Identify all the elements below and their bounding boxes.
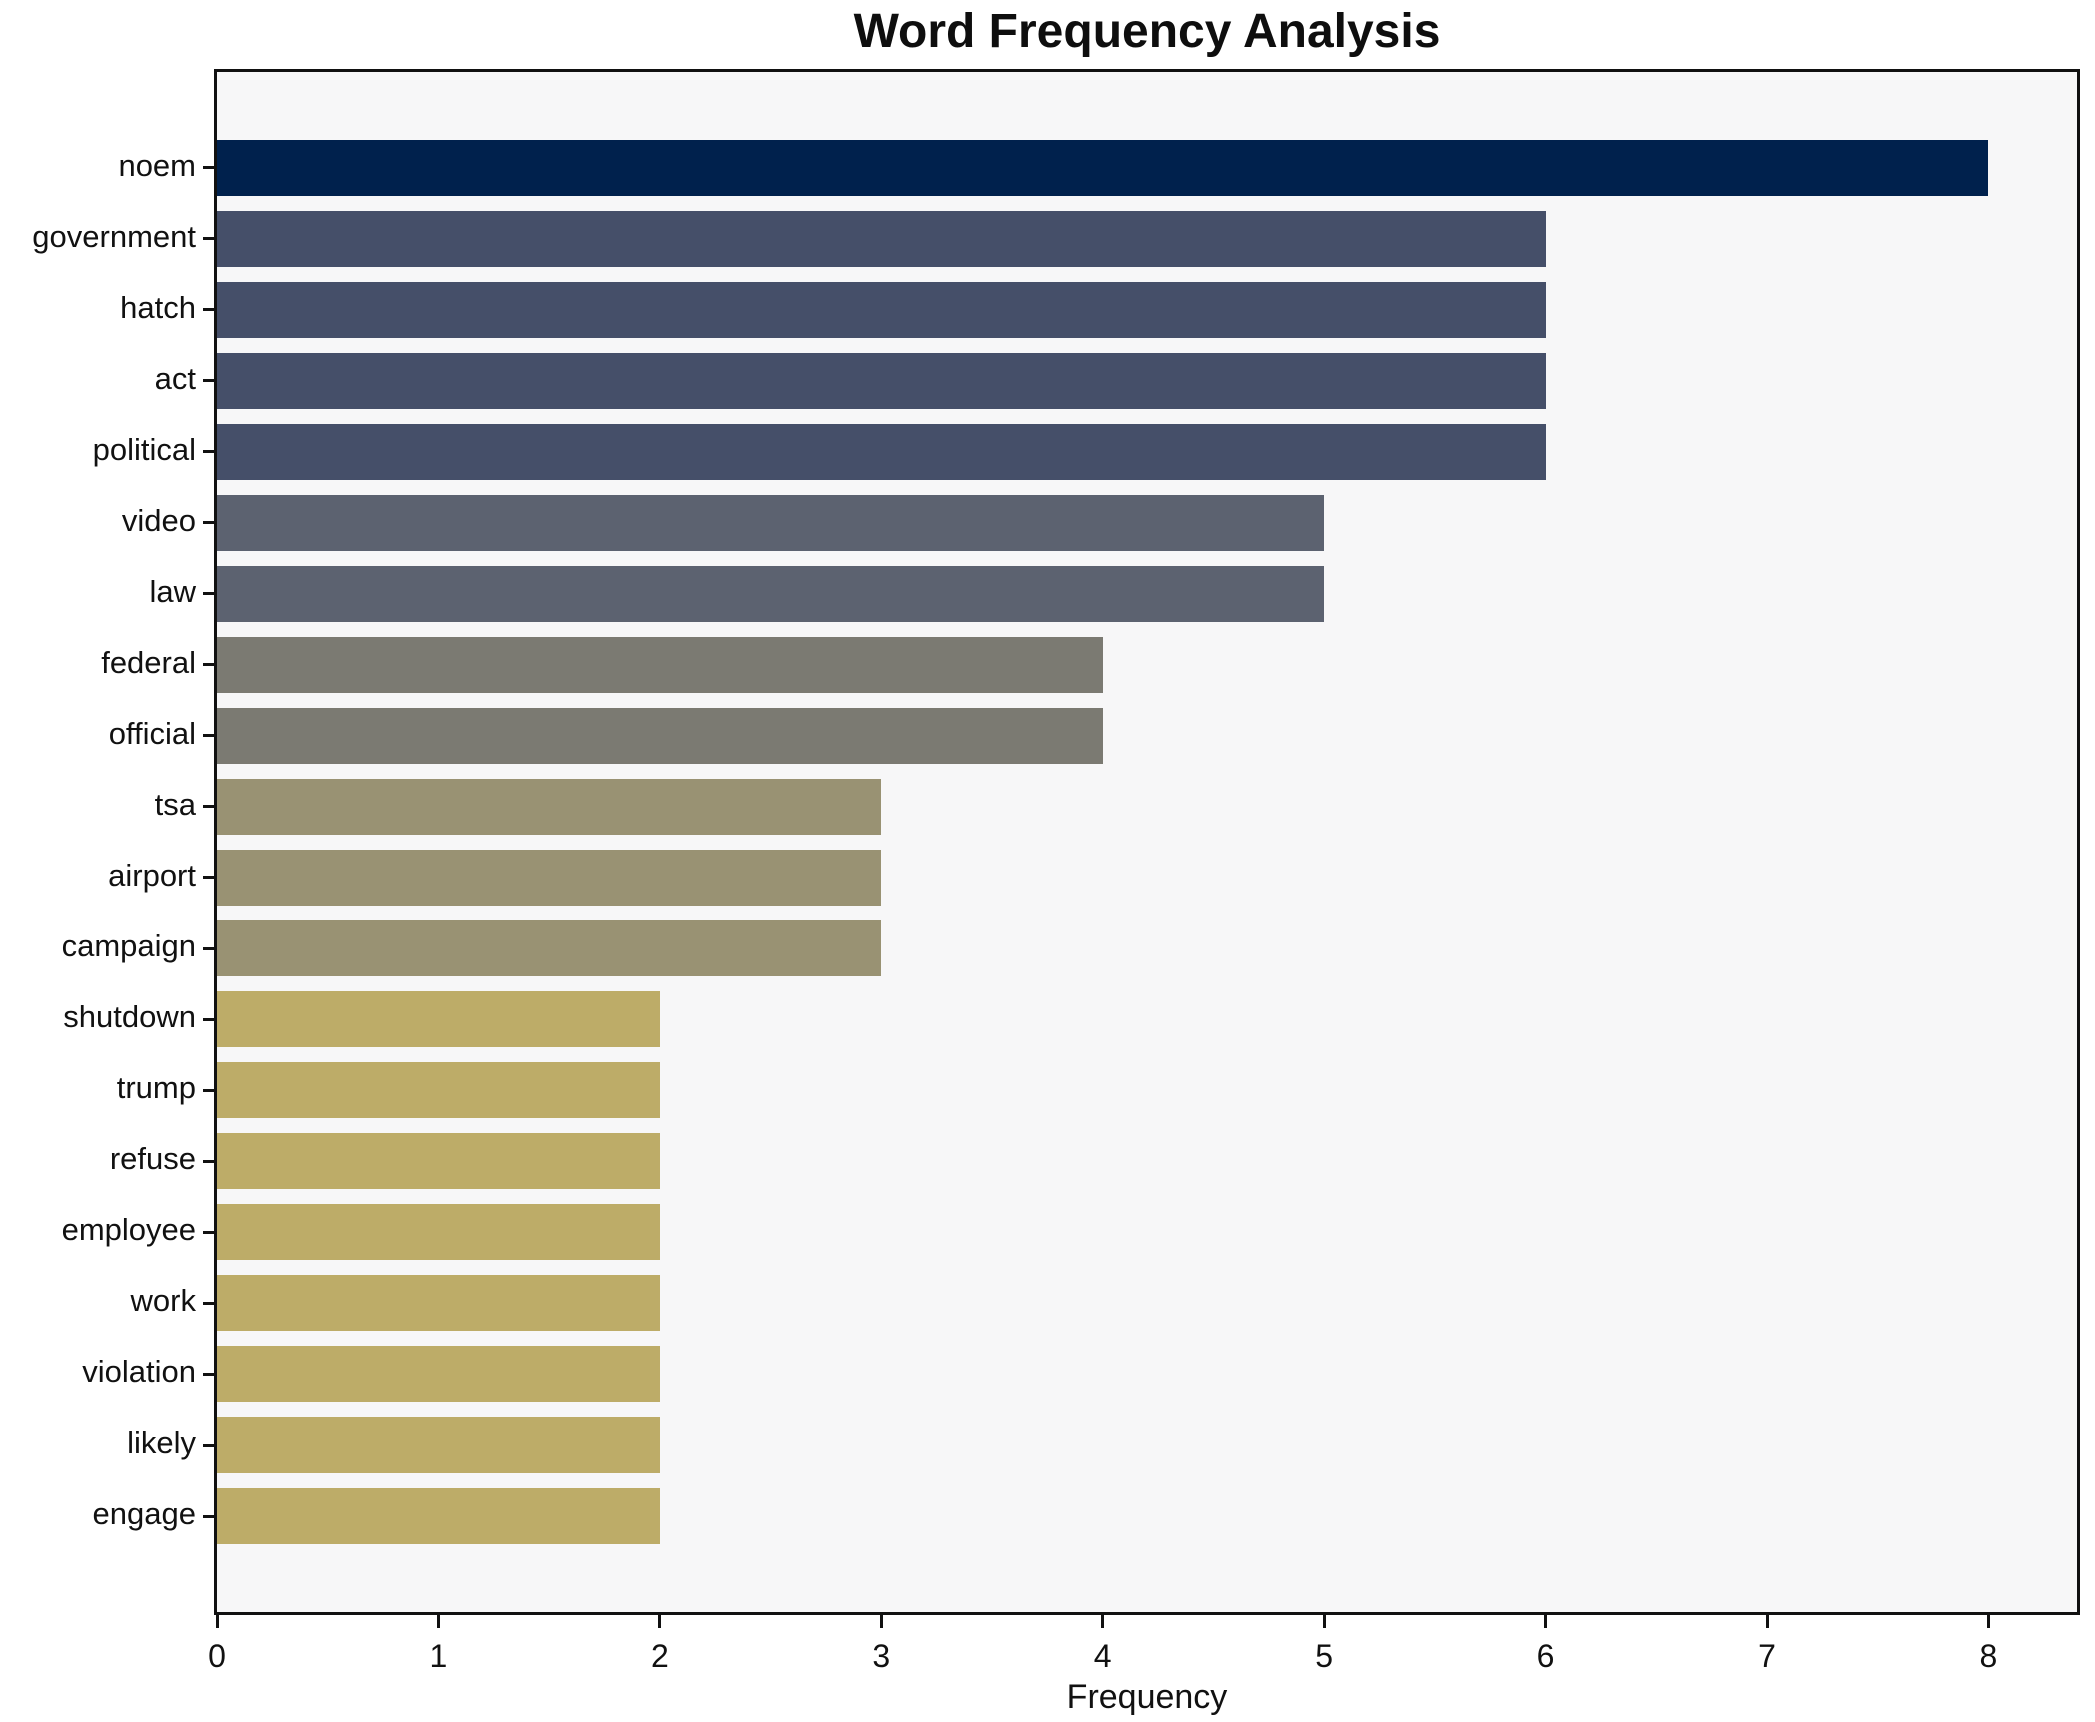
y-tick-label-act: act — [154, 360, 196, 396]
y-tick-mark — [203, 1017, 217, 1021]
y-tick-mark — [203, 308, 217, 312]
bar-law — [217, 565, 1325, 622]
bar-trump — [217, 1062, 660, 1119]
x-tick-label-5: 5 — [1315, 1638, 1334, 1674]
x-tick-label-2: 2 — [650, 1638, 669, 1674]
y-tick-mark — [203, 1088, 217, 1092]
y-tick-label-political: political — [92, 431, 196, 467]
y-tick-label-video: video — [121, 502, 196, 538]
y-tick-mark — [203, 734, 217, 738]
x-tick-mark — [436, 1615, 440, 1628]
y-tick-label-federal: federal — [101, 644, 196, 680]
y-tick-mark — [203, 379, 217, 383]
bar-work — [217, 1275, 660, 1332]
y-tick-label-hatch: hatch — [120, 289, 196, 325]
y-tick-mark — [203, 1301, 217, 1305]
y-tick-label-work: work — [130, 1283, 196, 1319]
y-tick-label-refuse: refuse — [109, 1141, 196, 1177]
x-tick-label-8: 8 — [1979, 1638, 1998, 1674]
x-tick-mark — [1765, 1615, 1769, 1628]
chart-title: Word Frequency Analysis — [853, 5, 1441, 58]
y-tick-label-campaign: campaign — [61, 928, 196, 964]
x-axis-label: Frequency — [1066, 1678, 1228, 1716]
bar-hatch — [217, 281, 1546, 338]
y-tick-label-government: government — [32, 218, 196, 254]
y-tick-mark — [203, 592, 217, 596]
y-tick-label-law: law — [149, 573, 196, 609]
y-tick-mark — [203, 1443, 217, 1447]
y-tick-mark — [203, 237, 217, 241]
bar-federal — [217, 636, 1103, 693]
y-tick-label-trump: trump — [116, 1070, 196, 1106]
bar-campaign — [217, 920, 882, 977]
bar-noem — [217, 139, 1989, 196]
y-tick-mark — [203, 1230, 217, 1234]
y-tick-mark — [203, 521, 217, 525]
x-tick-mark — [1101, 1615, 1105, 1628]
bar-employee — [217, 1204, 660, 1261]
x-tick-mark — [1986, 1615, 1990, 1628]
bar-official — [217, 707, 1103, 764]
bar-video — [217, 494, 1325, 551]
y-tick-mark — [203, 946, 217, 950]
x-tick-label-7: 7 — [1758, 1638, 1776, 1674]
x-tick-label-0: 0 — [208, 1638, 226, 1674]
y-tick-mark — [203, 663, 217, 667]
y-tick-label-airport: airport — [108, 857, 196, 893]
y-tick-label-tsa: tsa — [154, 786, 196, 822]
y-tick-label-employee: employee — [61, 1212, 196, 1248]
bar-tsa — [217, 778, 882, 835]
bar-refuse — [217, 1133, 660, 1190]
y-tick-mark — [203, 805, 217, 809]
plot-area — [217, 72, 2077, 1612]
x-tick-mark — [1544, 1615, 1548, 1628]
x-tick-mark — [658, 1615, 662, 1628]
y-tick-mark — [203, 876, 217, 879]
y-tick-mark — [203, 1514, 217, 1518]
bar-shutdown — [217, 991, 660, 1048]
y-tick-label-engage: engage — [92, 1496, 196, 1532]
y-tick-label-violation: violation — [82, 1354, 196, 1390]
bar-engage — [217, 1488, 660, 1545]
y-tick-label-official: official — [108, 715, 196, 751]
bar-act — [217, 352, 1546, 409]
x-tick-label-6: 6 — [1536, 1638, 1555, 1674]
x-tick-mark — [879, 1615, 883, 1628]
bar-government — [217, 210, 1546, 267]
bar-airport — [217, 849, 882, 906]
y-tick-label-noem: noem — [118, 147, 196, 183]
y-tick-mark — [203, 1372, 217, 1376]
y-tick-label-likely: likely — [127, 1425, 196, 1461]
bar-political — [217, 423, 1546, 480]
y-tick-mark — [203, 450, 217, 454]
bar-violation — [217, 1346, 660, 1403]
y-tick-label-shutdown: shutdown — [63, 999, 196, 1035]
x-tick-label-3: 3 — [872, 1638, 891, 1674]
x-tick-label-1: 1 — [429, 1638, 448, 1674]
x-tick-mark — [215, 1615, 219, 1628]
x-tick-mark — [1322, 1615, 1326, 1628]
bar-likely — [217, 1417, 660, 1474]
x-tick-label-4: 4 — [1093, 1638, 1112, 1674]
y-tick-mark — [203, 166, 217, 170]
y-tick-mark — [203, 1159, 217, 1163]
